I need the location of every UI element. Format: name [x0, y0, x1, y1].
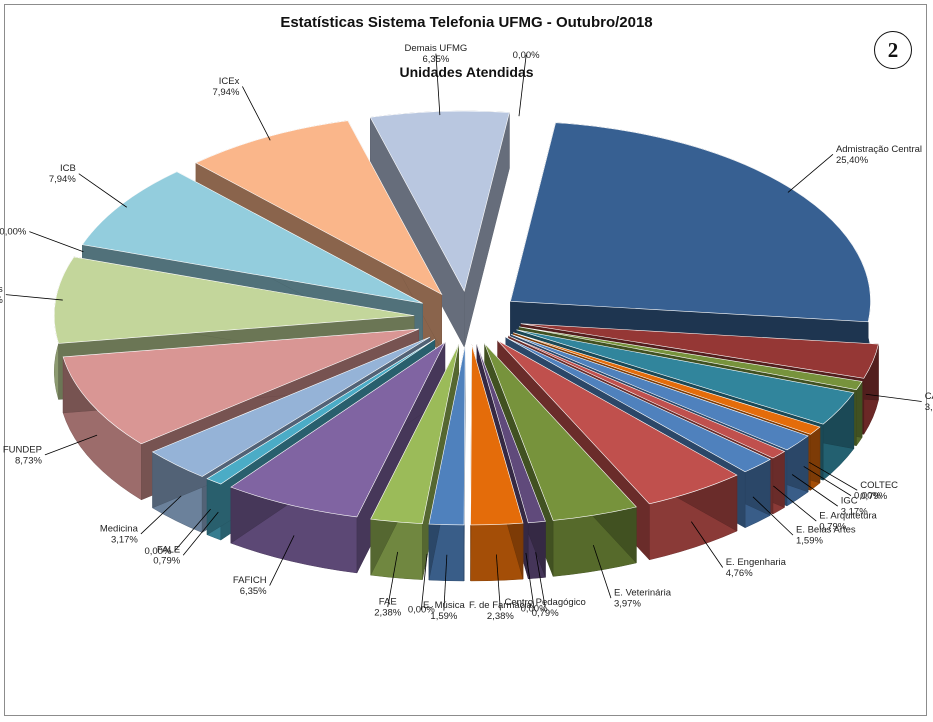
slice-percent: 2,38%	[374, 608, 401, 619]
slice-percent: 7,94%	[49, 174, 76, 185]
slice-label: Centro Pedagógico	[505, 597, 586, 608]
leader-line	[182, 511, 219, 556]
slice-percent: 0,00%	[0, 227, 27, 238]
slice-label: ICB	[60, 163, 76, 174]
pie-slice-fale-18	[206, 339, 436, 485]
slice-percent: 0,00%	[513, 50, 540, 61]
pie-slice-cads-1	[520, 323, 879, 379]
slice-percent: 3,17%	[841, 507, 868, 518]
slice-label: E. Veterinária	[614, 588, 672, 599]
slice-label: FUNDEP	[3, 444, 42, 455]
pie-slice-icex-25	[195, 120, 443, 296]
slice-percent: 4,76%	[726, 568, 753, 579]
slice-label: E. Arquitetura	[819, 511, 877, 522]
leader-line	[140, 495, 182, 535]
slice-percent: 6,35%	[422, 54, 449, 65]
pie-slice-fundep-21	[62, 328, 419, 445]
leader-line	[809, 461, 858, 491]
leader-line	[420, 553, 428, 610]
pie-slice-e-m-sica-14	[428, 344, 466, 526]
leader-line	[525, 552, 535, 609]
leader-line	[803, 466, 852, 496]
slice-label: Medicina	[100, 523, 139, 534]
leader-line	[435, 53, 441, 116]
slice-percent: 0,00%	[144, 546, 171, 557]
slice-label: IGC	[841, 496, 858, 507]
page-number-badge: 2	[874, 31, 912, 69]
slice-label: E. Belas Artes	[796, 525, 856, 536]
pie-slice-f-de-farm-cia-13	[470, 344, 524, 526]
pie-slice-unlabeled-2	[518, 326, 863, 391]
leader-line	[773, 485, 817, 522]
pie-slices	[53, 110, 879, 526]
leader-line	[5, 294, 63, 301]
leader-line	[174, 508, 211, 552]
leader-line	[443, 554, 448, 611]
slice-percent: 25,40%	[836, 155, 869, 166]
slice-percent: 6,35%	[240, 586, 267, 597]
pie-slice-coltec-4	[513, 332, 821, 435]
leader-line	[78, 173, 128, 208]
slice-percent: 0,00%	[408, 605, 435, 616]
slice-label: COLTEC	[860, 480, 898, 491]
slice-label: E. Engenharia	[726, 557, 787, 568]
slice-label: ICEx	[219, 76, 240, 87]
slice-percent: 1,59%	[796, 536, 823, 547]
slice-percent: 3,97%	[614, 599, 641, 610]
slice-percent: 0,79%	[532, 608, 559, 619]
leader-line	[387, 551, 399, 608]
pie-slice-fae-16	[370, 344, 459, 524]
leader-line	[269, 535, 295, 586]
slice-percent: 0,00%	[521, 603, 548, 614]
slice-label: Hospital das Clínicas	[0, 284, 3, 295]
leader-line	[44, 434, 98, 456]
slice-label: CADs	[925, 391, 933, 402]
chart-title: Estatísticas Sistema Telefonia UFMG - Ou…	[280, 14, 653, 31]
slice-percent: 8,73%	[15, 455, 42, 466]
slice-percent: 1,59%	[430, 611, 457, 622]
pie-slice-icb-24	[81, 171, 423, 304]
slice-percent: 0,79%	[153, 556, 180, 567]
leader-line	[865, 393, 922, 402]
slice-label: Admistração Central	[836, 144, 922, 155]
leader-line	[29, 231, 84, 253]
slice-label: E. Música	[423, 600, 465, 611]
pie-slice-unlabeled-3	[516, 329, 855, 425]
slice-label: FAFICH	[233, 575, 267, 586]
slice-percent: 0,79%	[819, 522, 846, 533]
slice-percent: 7,94%	[0, 295, 3, 306]
pie-slice-e-veterin-ria-10	[484, 343, 637, 521]
chart-subtitle: Unidades Atendidas	[399, 64, 534, 80]
leader-line	[690, 521, 724, 568]
pie-slice-medicina-20	[151, 336, 431, 477]
leader-line	[787, 154, 834, 193]
leader-line	[752, 496, 794, 536]
pie-slice-e-engenharia-9	[497, 340, 738, 505]
pie-slice-e-belas-artes-8	[505, 336, 771, 473]
slice-percent: 0,00%	[854, 491, 881, 502]
pie-slice-admistra-o-central-0	[510, 122, 871, 323]
slice-label: F. de Farmácia	[469, 600, 533, 611]
pie-slice-igc-6	[510, 334, 809, 451]
leader-line	[592, 544, 612, 599]
slice-percent: 3,17%	[111, 534, 138, 545]
slice-label: FALE	[157, 545, 180, 556]
data-labels: Admistração Central25,40%CADs3,17%COLTEC…	[0, 43, 933, 622]
leader-line	[791, 474, 838, 507]
leader-line	[518, 55, 527, 117]
slice-percent: 0,79%	[860, 491, 887, 502]
slice-percent: 3,17%	[925, 402, 933, 413]
pie-slice-fafich-17	[230, 341, 446, 518]
leader-line	[495, 554, 501, 611]
pie-slice-centro-pedag-gico-11	[476, 344, 546, 524]
slice-label: FAE	[379, 597, 397, 608]
slice-percent: 2,38%	[487, 611, 514, 622]
pie-slice-e-arquitetura-7	[508, 335, 786, 459]
leader-lines	[5, 53, 922, 611]
slice-label: Demais UFMG	[405, 43, 468, 54]
leader-line	[535, 552, 546, 608]
leader-line	[242, 86, 271, 141]
slice-percent: 7,94%	[212, 87, 239, 98]
